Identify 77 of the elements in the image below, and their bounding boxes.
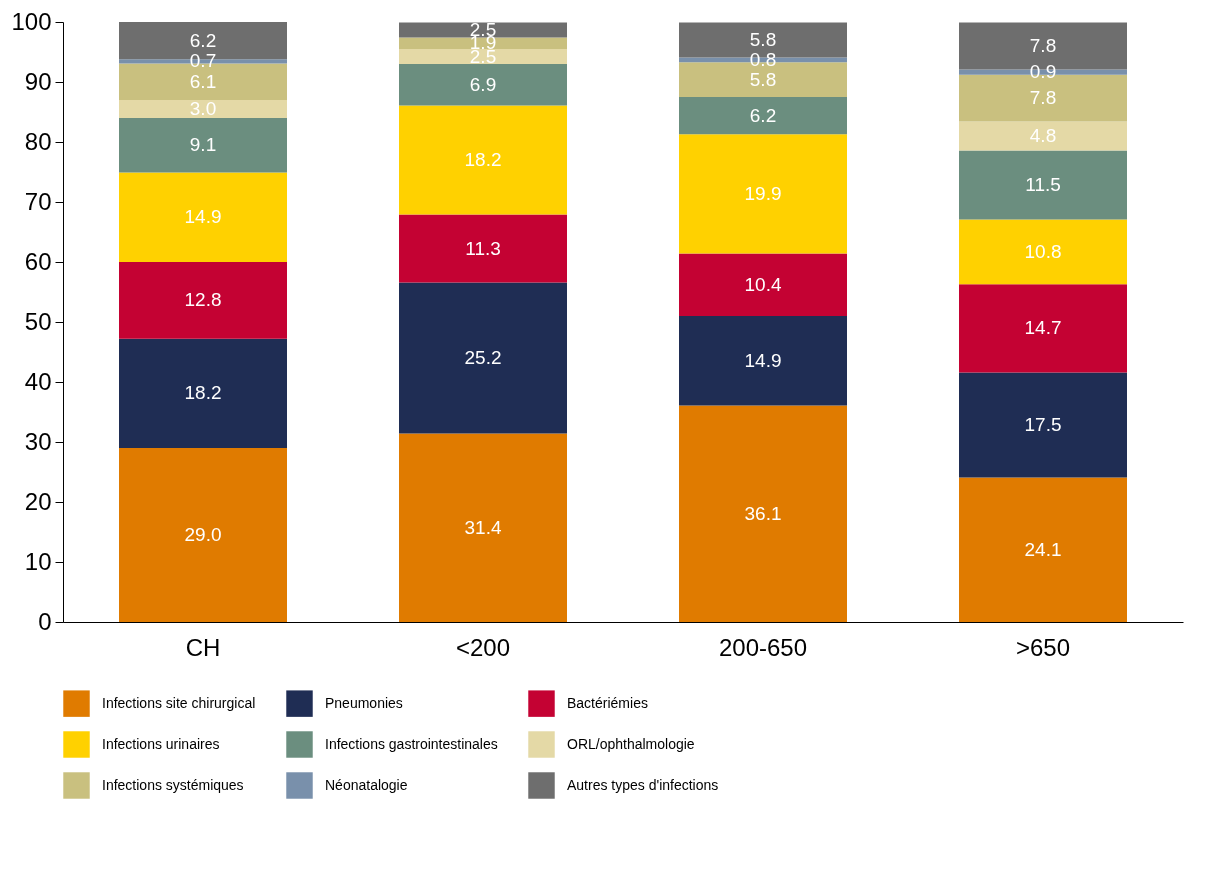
bar: [399, 37, 567, 49]
bar: [959, 477, 1127, 622]
bar: [119, 118, 287, 173]
bar: [679, 134, 847, 254]
data-label: 7.8: [1029, 35, 1057, 56]
y-tick-label: 0: [38, 607, 52, 635]
y-tick-label: 80: [24, 127, 52, 155]
data-label: 6.2: [189, 29, 217, 51]
data-label: 29.0: [184, 524, 222, 545]
data-label: 19.9: [744, 182, 782, 204]
bar: [959, 284, 1127, 373]
legend-label: Infections site chirurgical: [102, 694, 256, 711]
data-label: 11.5: [1025, 173, 1061, 195]
data-label: 11.3: [465, 237, 501, 259]
data-label: 6.9: [469, 73, 497, 95]
bar: [959, 219, 1127, 285]
bar: [399, 282, 567, 434]
legend-label: Bactériémies: [567, 694, 648, 711]
bar: [399, 214, 567, 283]
data-label: 5.8: [749, 68, 777, 90]
data-label: 3.0: [189, 98, 217, 119]
x-tick-label: >650: [1015, 633, 1071, 661]
x-tick-label: CH: [185, 633, 221, 661]
data-label: 18.2: [464, 149, 502, 170]
data-label: 31.4: [464, 516, 502, 538]
data-label: 12.8: [184, 289, 222, 311]
data-label: 10.4: [744, 273, 782, 295]
bar: [959, 372, 1127, 478]
bar: [679, 253, 847, 316]
data-label: 9.1: [189, 134, 217, 156]
bar: [119, 448, 287, 622]
data-label: 14.9: [744, 349, 782, 371]
x-tick-label: <200: [455, 633, 511, 661]
data-label: 7.8: [1029, 87, 1057, 109]
legend-label: Néonatalogie: [325, 776, 408, 793]
y-tick-label: 30: [24, 427, 52, 455]
bar: [119, 338, 287, 448]
data-label: 14.7: [1024, 317, 1062, 339]
bar: [679, 316, 847, 406]
y-tick-label: 90: [24, 67, 52, 95]
legend-label: Autres types d'infections: [567, 776, 719, 793]
data-label: 17.5: [1024, 413, 1062, 435]
bar: [679, 97, 847, 135]
legend-label: Infections gastrointestinales: [325, 735, 498, 752]
bar: [119, 262, 287, 339]
data-label: 25.2: [464, 347, 502, 368]
data-label: 4.8: [1029, 125, 1057, 146]
bar: [399, 22, 567, 38]
legend-label: Pneumonies: [325, 694, 403, 711]
data-label: 36.1: [744, 502, 782, 524]
y-tick-label: 10: [24, 547, 52, 575]
bar: [399, 49, 567, 64]
bar: [679, 405, 847, 622]
x-tick-label: 200-650: [718, 633, 808, 661]
bar: [959, 150, 1127, 220]
bar: [399, 433, 567, 622]
legend-label: ORL/ophthalmologie: [567, 735, 695, 752]
bar: [399, 105, 567, 215]
bar: [959, 121, 1127, 151]
legend-label: Infections urinaires: [102, 735, 220, 752]
y-tick-label: 60: [24, 247, 52, 275]
data-label: 24.1: [1024, 538, 1062, 560]
y-tick-label: 20: [24, 487, 52, 515]
data-label: 6.2: [749, 104, 777, 126]
y-tick-label: 70: [24, 187, 52, 215]
y-tick-label: 100: [11, 7, 52, 35]
data-label: 14.9: [184, 206, 222, 228]
data-label: 5.8: [749, 29, 777, 50]
y-tick-label: 50: [24, 307, 52, 335]
data-label: 6.1: [189, 70, 217, 92]
legend-label: Infections systémiques: [102, 776, 244, 793]
data-label: 10.8: [1024, 240, 1062, 262]
bar: [119, 172, 287, 262]
y-tick-label: 40: [24, 367, 52, 395]
bar: [119, 100, 287, 118]
bar: [399, 64, 567, 106]
data-label: 18.2: [184, 382, 222, 404]
